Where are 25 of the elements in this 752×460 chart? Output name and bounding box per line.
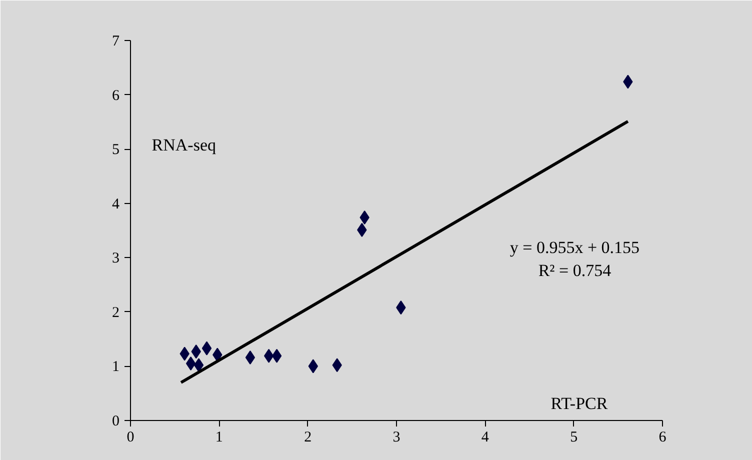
x-tick-label: 5: [570, 430, 578, 446]
point: [245, 350, 256, 365]
point: [202, 341, 212, 356]
annotation: R² = 0.754: [538, 260, 612, 280]
y-tick-label: 7: [112, 34, 120, 50]
annotation: y = 0.955x + 0.155: [510, 238, 640, 258]
y-tick-label: 0: [112, 414, 120, 430]
point: [194, 358, 204, 372]
y-axis-title: RNA-seq: [152, 136, 216, 154]
x-tick-label: 2: [304, 430, 312, 446]
y-tick-label: 6: [112, 88, 120, 104]
point: [186, 356, 196, 370]
y-tick-label: 3: [112, 250, 120, 267]
y-tick-label: 1: [112, 359, 120, 376]
x-axis-title: RT-PCR: [550, 394, 608, 413]
y-tick-label: 2: [112, 304, 120, 321]
y-tick-label: 5: [112, 142, 120, 158]
x-tick-label: 1: [215, 430, 223, 446]
y-tick-label: 4: [112, 196, 120, 212]
x-tick-label: 4: [481, 430, 490, 446]
point: [272, 348, 282, 363]
x-tick-label: 0: [126, 430, 134, 446]
x-tick-label: 3: [392, 430, 400, 446]
point: [264, 348, 274, 363]
x-tick-label: 6: [658, 430, 667, 446]
